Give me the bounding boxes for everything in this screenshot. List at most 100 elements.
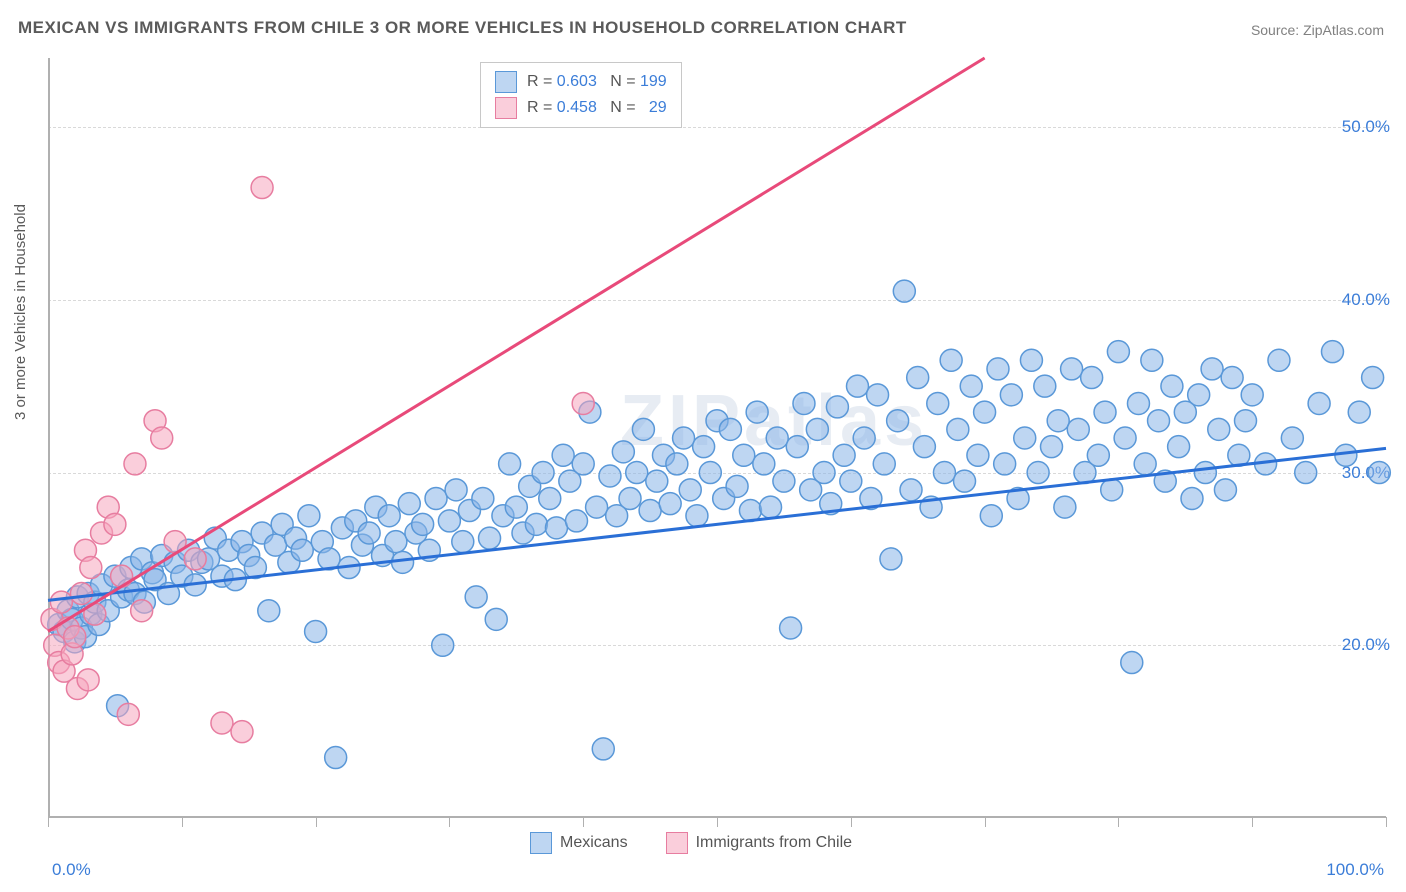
data-point — [1014, 427, 1036, 449]
data-point — [806, 418, 828, 440]
x-tick — [583, 817, 584, 827]
data-point — [719, 418, 741, 440]
data-point — [104, 513, 126, 535]
data-point — [873, 453, 895, 475]
data-point — [900, 479, 922, 501]
data-point — [786, 436, 808, 458]
data-point — [646, 470, 668, 492]
data-point — [1127, 392, 1149, 414]
data-point — [867, 384, 889, 406]
data-point — [1087, 444, 1109, 466]
data-point — [592, 738, 614, 760]
data-point — [412, 513, 434, 535]
data-point — [70, 582, 92, 604]
data-point — [545, 517, 567, 539]
data-point — [1308, 392, 1330, 414]
data-point — [679, 479, 701, 501]
data-point — [385, 531, 407, 553]
x-tick — [1252, 817, 1253, 827]
legend-label: Mexicans — [560, 834, 628, 852]
data-point — [1181, 487, 1203, 509]
data-point — [753, 453, 775, 475]
x-axis-min-label: 0.0% — [52, 860, 91, 880]
data-point — [465, 586, 487, 608]
data-point — [499, 453, 521, 475]
data-point — [760, 496, 782, 518]
data-point — [432, 634, 454, 656]
data-point — [980, 505, 1002, 527]
data-point — [1214, 479, 1236, 501]
data-point — [1241, 384, 1263, 406]
data-point — [987, 358, 1009, 380]
x-tick — [182, 817, 183, 827]
data-point — [1321, 341, 1343, 363]
legend-swatch — [495, 97, 517, 119]
data-point — [1161, 375, 1183, 397]
data-point — [1081, 367, 1103, 389]
data-point — [893, 280, 915, 302]
data-point — [211, 712, 233, 734]
data-point — [699, 462, 721, 484]
x-tick — [985, 817, 986, 827]
stats-text: R = 0.458 N = 29 — [527, 99, 667, 117]
data-point — [780, 617, 802, 639]
data-point — [639, 500, 661, 522]
x-tick — [449, 817, 450, 827]
data-point — [813, 462, 835, 484]
data-point — [1067, 418, 1089, 440]
data-point — [378, 505, 400, 527]
data-point — [485, 608, 507, 630]
chart-title: MEXICAN VS IMMIGRANTS FROM CHILE 3 OR MO… — [18, 18, 907, 38]
data-point — [626, 462, 648, 484]
series-legend: MexicansImmigrants from Chile — [530, 832, 852, 854]
data-point — [251, 177, 273, 199]
data-point — [1281, 427, 1303, 449]
data-point — [472, 487, 494, 509]
data-point — [572, 453, 594, 475]
data-point — [539, 487, 561, 509]
data-point — [913, 436, 935, 458]
data-point — [445, 479, 467, 501]
data-point — [940, 349, 962, 371]
data-point — [425, 487, 447, 509]
data-point — [525, 513, 547, 535]
data-point — [80, 557, 102, 579]
data-point — [438, 510, 460, 532]
data-point — [1134, 453, 1156, 475]
data-point — [1194, 462, 1216, 484]
data-point — [1121, 652, 1143, 674]
data-point — [1054, 496, 1076, 518]
data-point — [619, 487, 641, 509]
data-point — [954, 470, 976, 492]
data-point — [1362, 367, 1384, 389]
data-point — [927, 392, 949, 414]
x-tick — [316, 817, 317, 827]
data-point — [1000, 384, 1022, 406]
data-point — [1201, 358, 1223, 380]
data-point — [1101, 479, 1123, 501]
data-point — [1235, 410, 1257, 432]
data-point — [1094, 401, 1116, 423]
data-point — [566, 510, 588, 532]
x-tick — [717, 817, 718, 827]
data-point — [1368, 462, 1390, 484]
scatter-svg — [48, 58, 1386, 818]
data-point — [1188, 384, 1210, 406]
stats-text: R = 0.603 N = 199 — [527, 73, 667, 91]
data-point — [291, 539, 313, 561]
data-point — [184, 548, 206, 570]
data-point — [960, 375, 982, 397]
data-point — [773, 470, 795, 492]
data-point — [77, 669, 99, 691]
data-point — [746, 401, 768, 423]
data-point — [632, 418, 654, 440]
data-point — [686, 505, 708, 527]
legend-item: Mexicans — [530, 832, 628, 854]
data-point — [124, 453, 146, 475]
legend-swatch — [666, 832, 688, 854]
legend-swatch — [495, 71, 517, 93]
data-point — [1061, 358, 1083, 380]
data-point — [505, 496, 527, 518]
correlation-stats-legend: R = 0.603 N = 199 R = 0.458 N = 29 — [480, 62, 682, 128]
data-point — [1221, 367, 1243, 389]
